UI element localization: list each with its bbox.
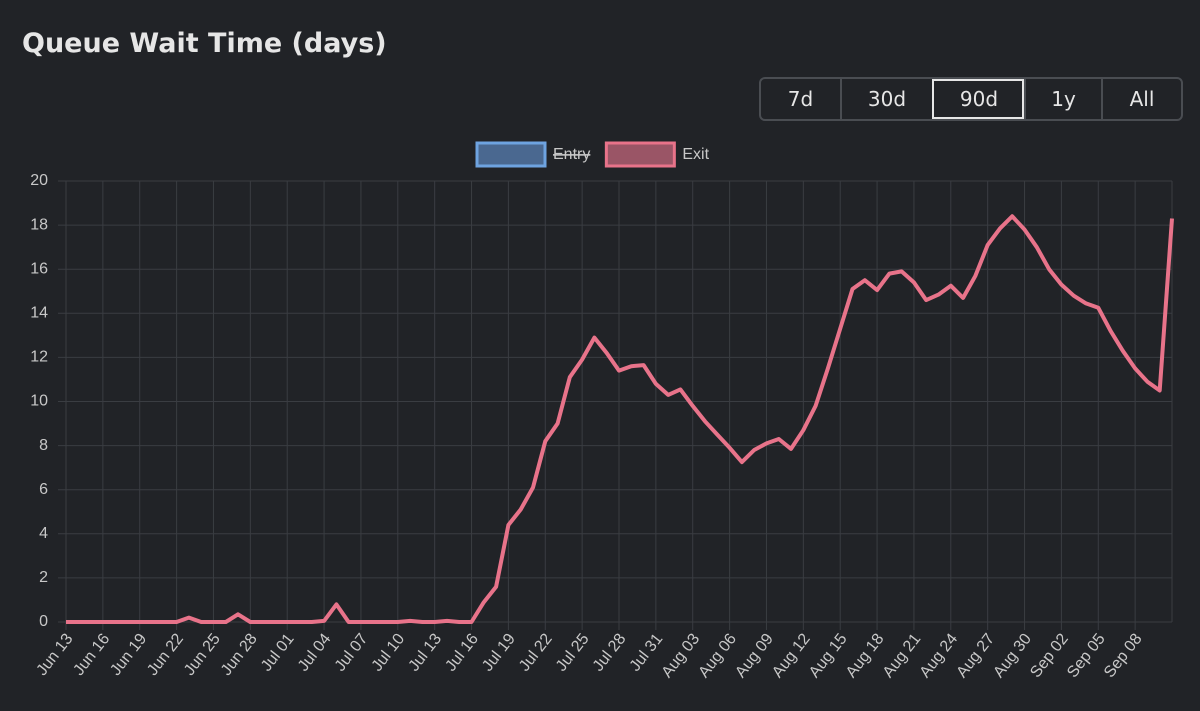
y-tick-label: 16 — [30, 260, 48, 277]
x-tick-label: Aug 03 — [659, 631, 704, 682]
y-tick-label: 20 — [30, 172, 48, 189]
y-tick-label: 14 — [30, 305, 48, 322]
x-tick-label: Jul 07 — [332, 631, 372, 675]
x-tick-label: Aug 06 — [695, 631, 740, 682]
range-button[interactable]: 30d — [840, 79, 932, 119]
x-tick-label: Jul 22 — [516, 631, 556, 675]
y-tick-label: 2 — [39, 569, 48, 586]
x-tick-label: Jul 10 — [369, 631, 409, 675]
x-tick-label: Sep 05 — [1064, 631, 1109, 682]
x-tick-label: Sep 02 — [1027, 631, 1072, 682]
x-tick-label: Jul 28 — [590, 631, 630, 675]
x-tick-label: Jul 13 — [405, 631, 445, 675]
range-selector: 7d 30d 90d 1y All — [759, 77, 1183, 121]
x-tick-label: Jul 01 — [258, 631, 298, 675]
x-tick-label: Jun 22 — [144, 631, 187, 679]
y-tick-label: 0 — [39, 613, 48, 630]
x-tick-label: Aug 09 — [732, 631, 777, 682]
x-tick-label: Aug 24 — [917, 631, 962, 682]
x-tick-label: Aug 21 — [880, 631, 925, 682]
y-tick-label: 12 — [30, 349, 48, 366]
x-tick-label: Jul 25 — [553, 631, 593, 675]
y-tick-label: 10 — [30, 393, 48, 410]
range-button[interactable]: 1y — [1024, 79, 1101, 119]
legend-label: Entry — [553, 146, 590, 163]
x-tick-label: Jun 16 — [70, 631, 113, 679]
y-tick-label: 4 — [39, 525, 48, 542]
data-line — [66, 214, 1174, 624]
range-button[interactable]: All — [1101, 79, 1181, 119]
legend-swatch — [604, 141, 676, 168]
x-tick-label: Aug 12 — [769, 631, 814, 682]
x-tick-label: Jul 19 — [479, 631, 519, 675]
range-button[interactable]: 90d — [932, 79, 1024, 119]
legend-label: Exit — [682, 146, 709, 163]
x-tick-label: Aug 30 — [990, 631, 1035, 682]
x-tick-label: Jun 28 — [218, 631, 261, 679]
y-tick-label: 8 — [39, 437, 48, 454]
x-tick-label: Jun 25 — [181, 631, 224, 679]
x-tick-label: Aug 27 — [954, 631, 999, 682]
legend-swatch — [475, 141, 547, 168]
x-tick-label: Jul 16 — [442, 631, 482, 675]
x-tick-label: Sep 08 — [1101, 631, 1146, 682]
x-tick-label: Jul 04 — [295, 631, 335, 675]
chart-title: Queue Wait Time (days) — [22, 28, 387, 59]
x-tick-label: Aug 18 — [843, 631, 888, 682]
x-tick-label: Jun 13 — [33, 631, 76, 679]
x-tick-label: Aug 15 — [806, 631, 851, 682]
range-button[interactable]: 7d — [761, 79, 840, 119]
x-tick-label: Jun 19 — [107, 631, 150, 679]
y-tick-label: 18 — [30, 216, 48, 233]
y-tick-label: 6 — [39, 481, 48, 498]
